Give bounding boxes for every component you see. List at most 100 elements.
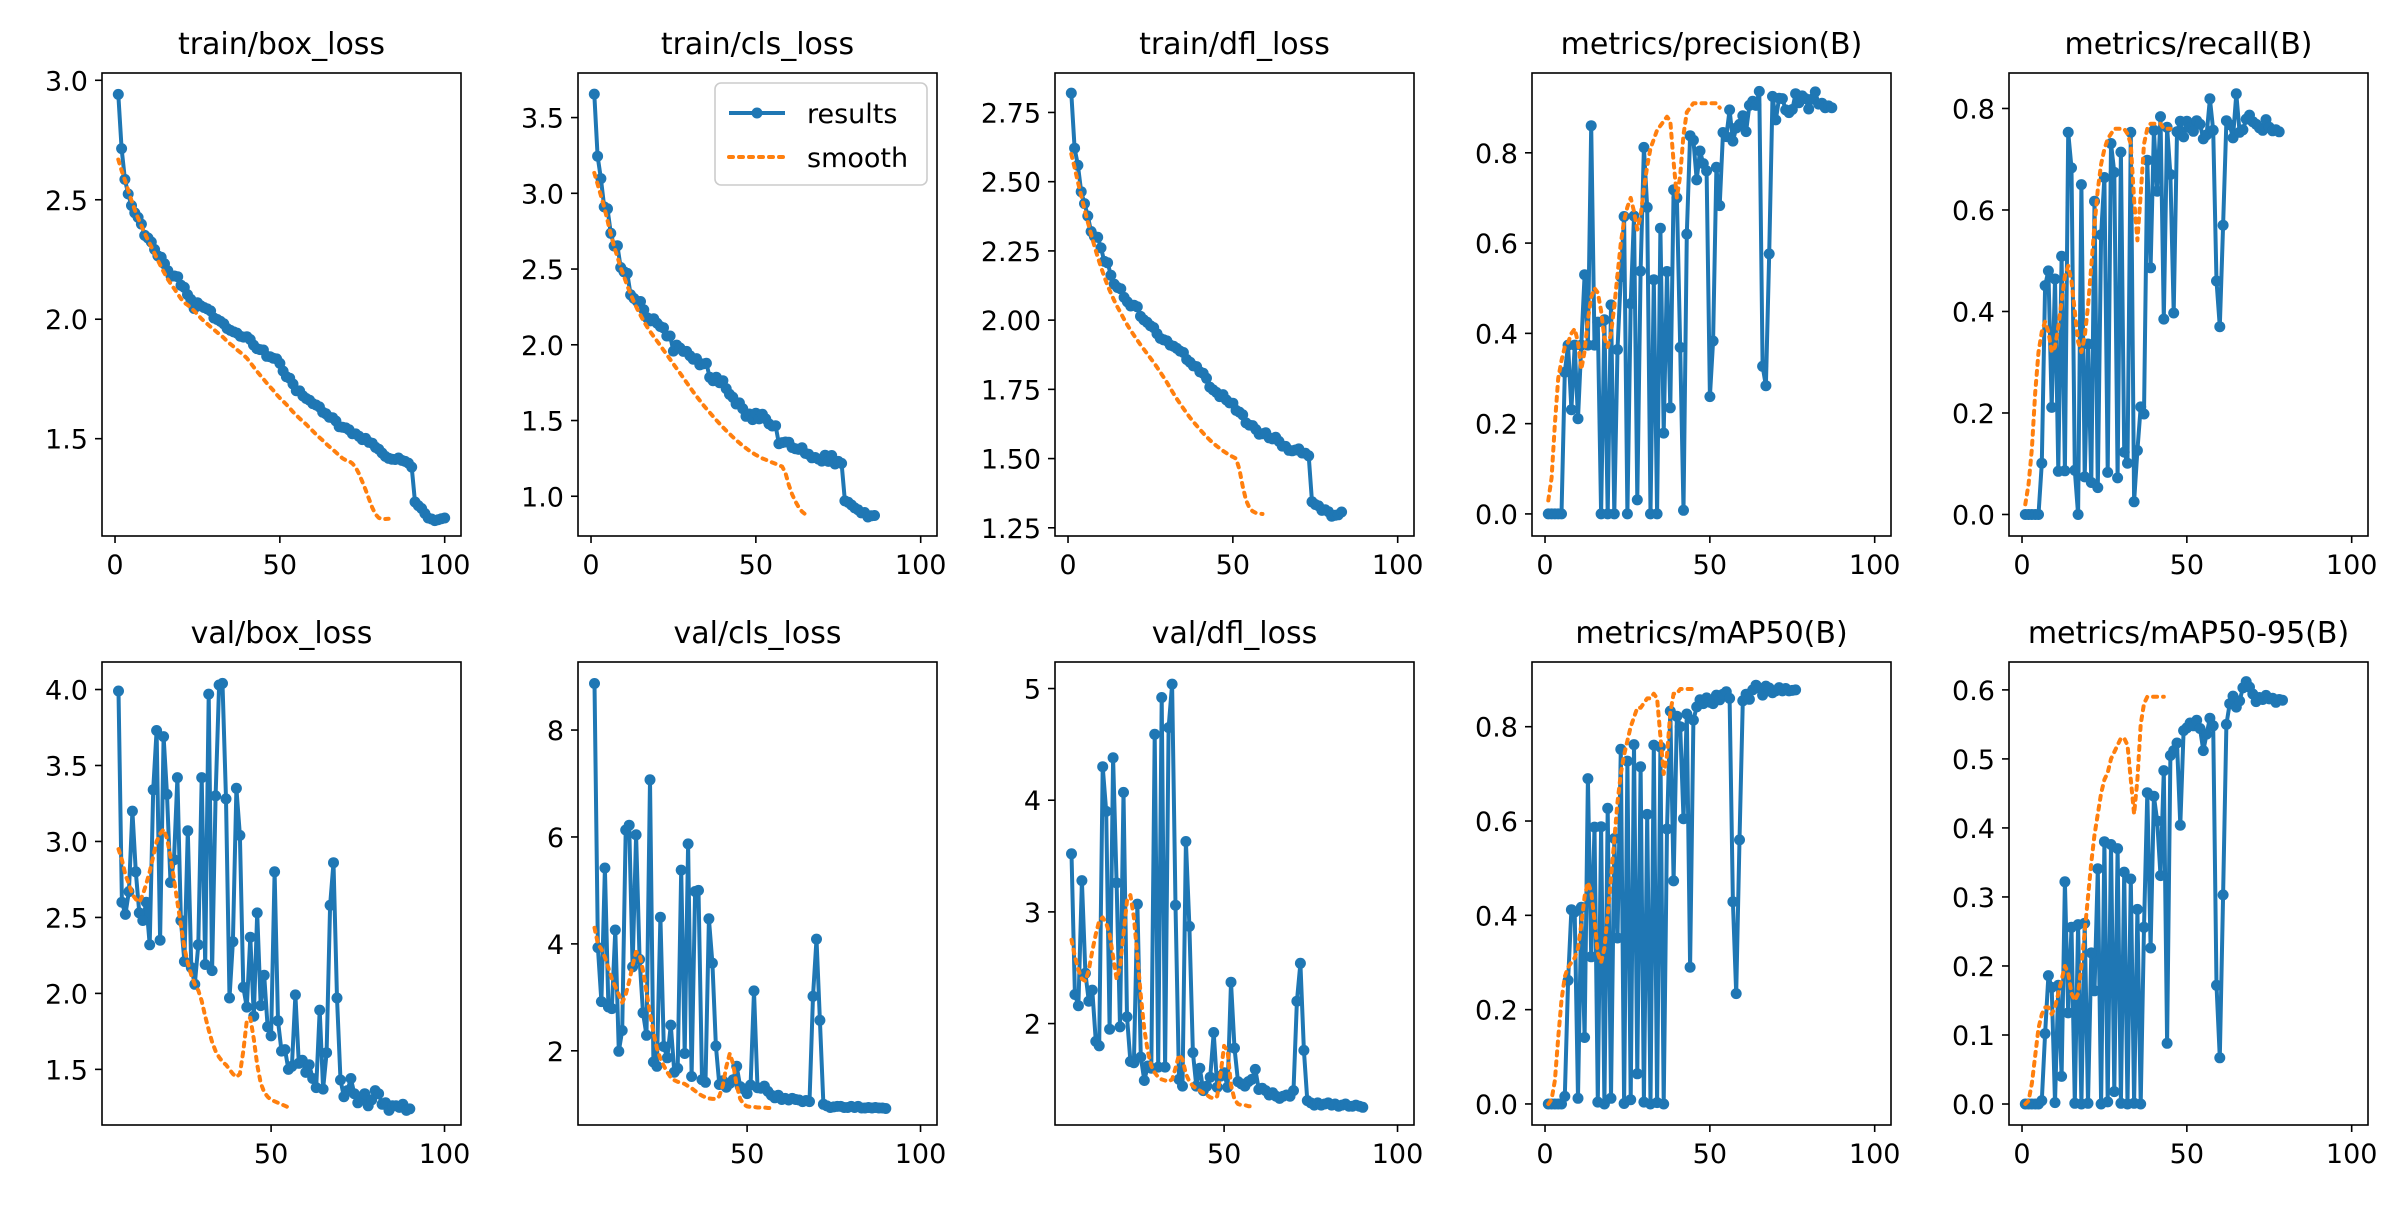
x-tick-label: 100 <box>1372 1139 1424 1170</box>
data-point <box>623 819 635 831</box>
y-tick-label: 3.5 <box>521 104 564 135</box>
data-point <box>116 143 128 155</box>
y-tick-label: 0.2 <box>1475 996 1518 1027</box>
data-point <box>675 864 687 876</box>
data-point <box>2042 265 2054 277</box>
data-point <box>613 1045 625 1057</box>
data-point <box>2082 1097 2094 1109</box>
data-point <box>1225 976 1237 988</box>
data-point <box>2214 321 2226 333</box>
data-point <box>2092 863 2104 875</box>
data-point <box>1246 1073 1258 1085</box>
axes-frame <box>577 661 938 1126</box>
data-point <box>2102 466 2114 478</box>
data-point <box>196 772 208 784</box>
data-point <box>2211 275 2222 287</box>
data-point <box>1303 450 1315 462</box>
data-point <box>1790 684 1802 696</box>
data-point <box>2125 873 2137 885</box>
subplot-metrics-map50-b: metrics/mAP50(B) 0 50 100 0.0 0.2 0.4 0.6 0.8 <box>1475 616 1900 1170</box>
data-point <box>130 866 142 878</box>
y-tick-label: 0.5 <box>1952 745 1995 776</box>
data-point <box>1065 87 1077 99</box>
data-point <box>2112 472 2124 484</box>
data-point <box>113 685 124 697</box>
subplot-val-box-loss: val/box_loss 50 100 1.5 2.0 2.5 3.0 3.5 4.0 <box>45 616 470 1170</box>
data-point <box>1826 102 1838 114</box>
data-point <box>241 1001 253 1013</box>
y-tick-label: 0.6 <box>1475 807 1518 838</box>
data-point <box>1100 805 1112 817</box>
data-point <box>317 1083 329 1095</box>
data-point <box>1093 1040 1105 1052</box>
y-tick-label: 0.4 <box>1475 901 1518 932</box>
y-tick-label: 0.4 <box>1952 297 1995 328</box>
data-point <box>1651 508 1663 520</box>
subplot-train-box-loss: train/box_loss 0 50 100 1.5 2.0 2.5 3.0 <box>45 27 470 581</box>
data-point <box>2108 166 2120 178</box>
x-tick-label: 50 <box>1693 1139 1727 1170</box>
data-point <box>807 990 819 1002</box>
data-point <box>314 1004 326 1016</box>
data-point <box>147 784 159 796</box>
legend-label-smooth: smooth <box>807 143 908 174</box>
y-tick-label: 0.6 <box>1952 676 1995 707</box>
data-point <box>2148 790 2160 802</box>
series-line-results <box>592 683 887 1111</box>
data-point <box>2237 124 2249 136</box>
data-point <box>251 907 263 919</box>
data-point <box>1664 402 1676 414</box>
data-point <box>158 731 170 743</box>
axes-frame <box>1054 72 1415 537</box>
data-point <box>1097 761 1109 773</box>
data-point <box>2220 718 2232 730</box>
x-tick-label: 0 <box>582 550 599 581</box>
data-point <box>1631 494 1643 506</box>
data-point <box>321 1047 333 1059</box>
data-point <box>1589 339 1600 351</box>
x-tick-label: 100 <box>895 1139 947 1170</box>
y-tick-label: 0.3 <box>1952 883 1995 914</box>
data-point <box>2102 1096 2114 1108</box>
data-point <box>119 908 131 920</box>
data-point <box>2161 1037 2173 1049</box>
subplot-train-cls-loss: train/cls_loss 0 50 100 1.0 1.5 2.0 2.5 3.0 3.5 re… <box>521 27 946 581</box>
data-point <box>2112 843 2124 855</box>
data-point <box>1170 899 1181 911</box>
data-point <box>2174 819 2186 831</box>
data-point <box>331 992 343 1004</box>
y-tick-label: 4 <box>1024 786 1041 817</box>
data-point <box>1585 951 1597 963</box>
data-point <box>2062 126 2074 138</box>
data-point <box>1704 391 1716 403</box>
data-point <box>1635 761 1647 773</box>
data-point <box>1105 269 1117 281</box>
data-point <box>2118 446 2130 458</box>
legend-box <box>714 82 928 186</box>
data-point <box>1579 269 1591 281</box>
data-point <box>140 896 152 908</box>
data-point <box>1201 372 1212 384</box>
legend-label-results: results <box>807 99 897 130</box>
data-point <box>2217 219 2229 231</box>
data-point <box>644 774 656 786</box>
data-point <box>700 357 712 369</box>
data-point <box>630 829 642 841</box>
data-point <box>1612 344 1623 356</box>
data-point <box>1177 1080 1188 1092</box>
data-point <box>706 957 718 969</box>
data-point <box>307 1073 319 1084</box>
data-point <box>2178 131 2190 143</box>
subplot-metrics-recall-b: metrics/recall(B) 0 50 100 0.0 0.2 0.4 0.6 0.8 <box>1952 27 2377 581</box>
data-point <box>1641 201 1653 213</box>
data-point <box>2217 889 2229 901</box>
data-point <box>2039 1028 2051 1040</box>
data-point <box>1156 692 1168 703</box>
y-tick-label: 0.2 <box>1952 399 1995 430</box>
data-point <box>1635 265 1647 277</box>
data-point <box>217 677 228 689</box>
data-point <box>1135 1051 1147 1063</box>
data-point <box>126 805 138 817</box>
